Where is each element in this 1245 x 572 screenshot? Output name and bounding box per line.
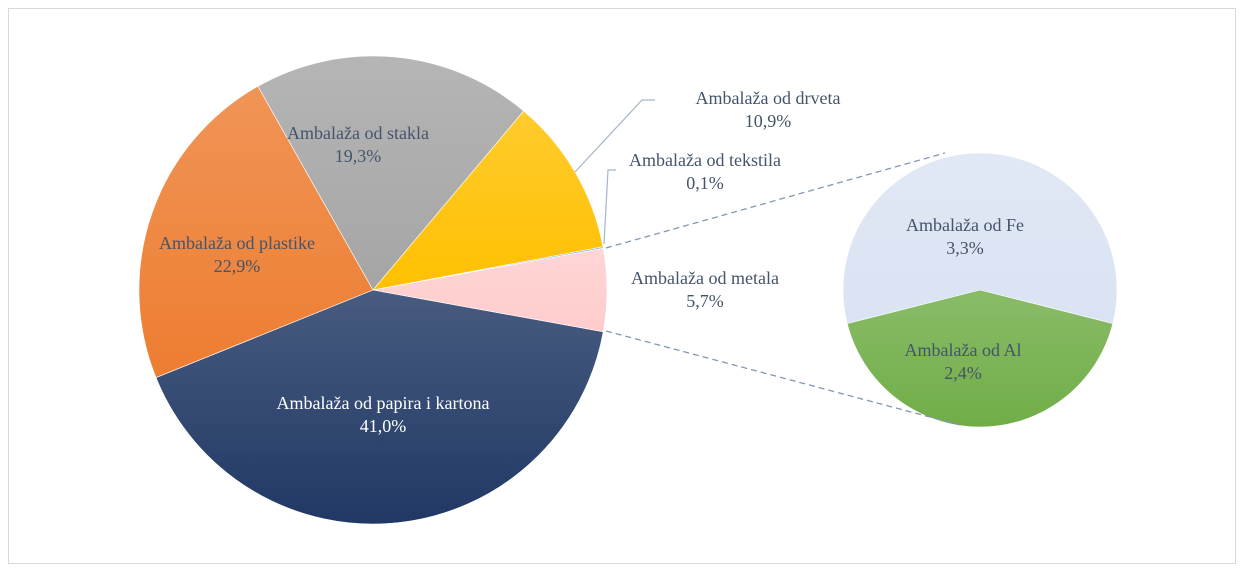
slice-value: 19,3%	[334, 146, 382, 166]
data-label: Ambalaža od plastike 22,9%	[122, 232, 352, 278]
leader-line	[574, 99, 655, 173]
slice-value: 0,1%	[686, 173, 724, 193]
data-label: Ambalaža od stakla 19,3%	[258, 122, 458, 168]
slice-value: 5,7%	[686, 291, 724, 311]
slice-name: Ambalaža od Fe	[906, 215, 1024, 235]
data-label: Ambalaža od metala 5,7%	[605, 267, 805, 313]
slice-name: Ambalaža od plastike	[159, 233, 315, 253]
pie	[842, 152, 1118, 428]
data-label: Ambalaža od tekstila 0,1%	[605, 149, 805, 195]
slice-value: 41,0%	[359, 416, 407, 436]
slice-name: Ambalaža od Al	[904, 340, 1022, 360]
pie	[138, 55, 608, 525]
leader-line	[603, 169, 616, 245]
pie-slice	[257, 55, 525, 291]
slice-value: 10,9%	[744, 111, 792, 131]
data-label: Ambalaža od papira i kartona 41,0%	[273, 392, 493, 438]
pie-slice	[842, 152, 1118, 324]
slice-name: Ambalaža od papira i kartona	[276, 393, 490, 413]
pie-slice	[372, 247, 608, 333]
data-label: Ambalaža od drveta 10,9%	[638, 87, 898, 133]
slice-name: Ambalaža od metala	[631, 268, 779, 288]
pie-slice	[846, 289, 1114, 428]
slice-value: 22,9%	[213, 256, 261, 276]
connector-line	[605, 330, 961, 426]
pie-slice	[155, 289, 604, 525]
slice-value: 2,4%	[944, 363, 982, 383]
connector-line	[605, 152, 946, 249]
slice-name: Ambalaža od drveta	[695, 88, 841, 108]
slice-value: 3,3%	[946, 238, 984, 258]
chart-frame	[8, 8, 1236, 564]
data-label: Ambalaža od Fe 3,3%	[865, 214, 1065, 260]
slice-name: Ambalaža od stakla	[287, 123, 429, 143]
data-label: Ambalaža od Al 2,4%	[863, 339, 1063, 385]
pie-slice	[372, 110, 604, 291]
pie-slice	[138, 85, 374, 378]
slice-name: Ambalaža od tekstila	[629, 150, 781, 170]
